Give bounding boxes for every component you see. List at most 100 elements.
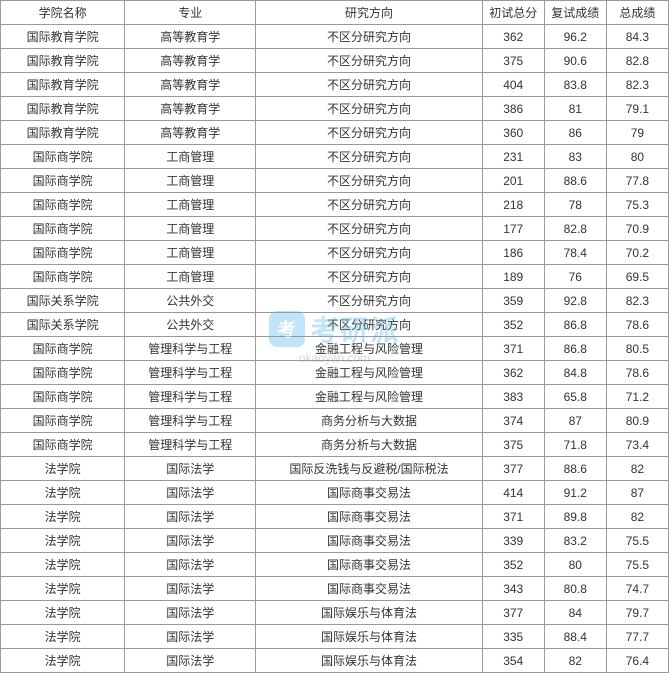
table-cell: 81 <box>544 97 606 121</box>
table-cell: 国际商学院 <box>1 409 125 433</box>
table-row: 国际商学院工商管理不区分研究方向18678.470.2 <box>1 241 669 265</box>
table-cell: 公共外交 <box>125 289 256 313</box>
table-cell: 国际教育学院 <box>1 25 125 49</box>
table-cell: 国际娱乐与体育法 <box>256 649 482 673</box>
table-cell: 71.2 <box>606 385 668 409</box>
table-cell: 高等教育学 <box>125 25 256 49</box>
table-cell: 371 <box>482 337 544 361</box>
table-cell: 189 <box>482 265 544 289</box>
table-cell: 国际商事交易法 <box>256 505 482 529</box>
table-cell: 80.5 <box>606 337 668 361</box>
table-cell: 法学院 <box>1 457 125 481</box>
column-header: 专业 <box>125 1 256 25</box>
table-cell: 77.8 <box>606 169 668 193</box>
table-cell: 工商管理 <box>125 217 256 241</box>
table-cell: 77.7 <box>606 625 668 649</box>
table-cell: 法学院 <box>1 625 125 649</box>
table-row: 国际商学院工商管理不区分研究方向20188.677.8 <box>1 169 669 193</box>
table-cell: 82.8 <box>544 217 606 241</box>
table-cell: 不区分研究方向 <box>256 289 482 313</box>
table-cell: 86.8 <box>544 313 606 337</box>
table-cell: 339 <box>482 529 544 553</box>
table-cell: 78.6 <box>606 313 668 337</box>
table-cell: 国际商学院 <box>1 265 125 289</box>
table-cell: 国际商学院 <box>1 217 125 241</box>
table-row: 国际商学院管理科学与工程商务分析与大数据37571.873.4 <box>1 433 669 457</box>
table-cell: 法学院 <box>1 601 125 625</box>
table-cell: 82 <box>606 457 668 481</box>
table-cell: 70.9 <box>606 217 668 241</box>
table-cell: 国际反洗钱与反避税/国际税法 <box>256 457 482 481</box>
table-cell: 商务分析与大数据 <box>256 433 482 457</box>
table-cell: 377 <box>482 457 544 481</box>
table-cell: 82.8 <box>606 49 668 73</box>
table-cell: 高等教育学 <box>125 121 256 145</box>
table-cell: 不区分研究方向 <box>256 193 482 217</box>
table-cell: 73.4 <box>606 433 668 457</box>
table-cell: 92.8 <box>544 289 606 313</box>
table-row: 国际教育学院高等教育学不区分研究方向37590.682.8 <box>1 49 669 73</box>
table-cell: 84.8 <box>544 361 606 385</box>
table-cell: 法学院 <box>1 577 125 601</box>
table-cell: 国际商学院 <box>1 337 125 361</box>
admissions-table: 学院名称专业研究方向初试总分复试成绩总成绩 国际教育学院高等教育学不区分研究方向… <box>0 0 669 673</box>
table-cell: 国际商事交易法 <box>256 553 482 577</box>
table-cell: 82 <box>544 649 606 673</box>
table-cell: 414 <box>482 481 544 505</box>
table-cell: 75.3 <box>606 193 668 217</box>
table-cell: 375 <box>482 49 544 73</box>
table-cell: 71.8 <box>544 433 606 457</box>
table-cell: 国际商学院 <box>1 169 125 193</box>
table-cell: 76 <box>544 265 606 289</box>
table-cell: 国际商学院 <box>1 145 125 169</box>
table-cell: 186 <box>482 241 544 265</box>
table-cell: 国际法学 <box>125 553 256 577</box>
table-cell: 国际关系学院 <box>1 289 125 313</box>
table-cell: 78 <box>544 193 606 217</box>
table-cell: 不区分研究方向 <box>256 241 482 265</box>
table-cell: 231 <box>482 145 544 169</box>
table-cell: 362 <box>482 25 544 49</box>
column-header: 研究方向 <box>256 1 482 25</box>
table-cell: 374 <box>482 409 544 433</box>
table-cell: 83 <box>544 145 606 169</box>
table-cell: 91.2 <box>544 481 606 505</box>
table-cell: 377 <box>482 601 544 625</box>
table-cell: 国际法学 <box>125 505 256 529</box>
table-row: 法学院国际法学国际娱乐与体育法33588.477.7 <box>1 625 669 649</box>
table-cell: 法学院 <box>1 529 125 553</box>
table-cell: 343 <box>482 577 544 601</box>
table-cell: 国际法学 <box>125 625 256 649</box>
table-cell: 83.2 <box>544 529 606 553</box>
table-cell: 86.8 <box>544 337 606 361</box>
table-cell: 高等教育学 <box>125 97 256 121</box>
table-cell: 359 <box>482 289 544 313</box>
table-row: 国际商学院工商管理不区分研究方向1897669.5 <box>1 265 669 289</box>
table-cell: 国际教育学院 <box>1 97 125 121</box>
table-cell: 商务分析与大数据 <box>256 409 482 433</box>
table-cell: 80 <box>606 145 668 169</box>
table-cell: 管理科学与工程 <box>125 385 256 409</box>
table-row: 国际教育学院高等教育学不区分研究方向3608679 <box>1 121 669 145</box>
table-cell: 87 <box>544 409 606 433</box>
table-cell: 高等教育学 <box>125 73 256 97</box>
table-row: 国际教育学院高等教育学不区分研究方向36296.284.3 <box>1 25 669 49</box>
table-cell: 75.5 <box>606 529 668 553</box>
table-cell: 79.7 <box>606 601 668 625</box>
column-header: 总成绩 <box>606 1 668 25</box>
table-cell: 87 <box>606 481 668 505</box>
table-cell: 362 <box>482 361 544 385</box>
table-cell: 公共外交 <box>125 313 256 337</box>
table-cell: 76.4 <box>606 649 668 673</box>
table-row: 国际商学院工商管理不区分研究方向2318380 <box>1 145 669 169</box>
table-cell: 82.3 <box>606 73 668 97</box>
table-cell: 不区分研究方向 <box>256 145 482 169</box>
table-cell: 法学院 <box>1 649 125 673</box>
table-cell: 管理科学与工程 <box>125 409 256 433</box>
table-cell: 国际教育学院 <box>1 73 125 97</box>
table-cell: 218 <box>482 193 544 217</box>
table-cell: 74.7 <box>606 577 668 601</box>
table-cell: 86 <box>544 121 606 145</box>
table-cell: 国际法学 <box>125 601 256 625</box>
table-row: 法学院国际法学国际商事交易法3528075.5 <box>1 553 669 577</box>
